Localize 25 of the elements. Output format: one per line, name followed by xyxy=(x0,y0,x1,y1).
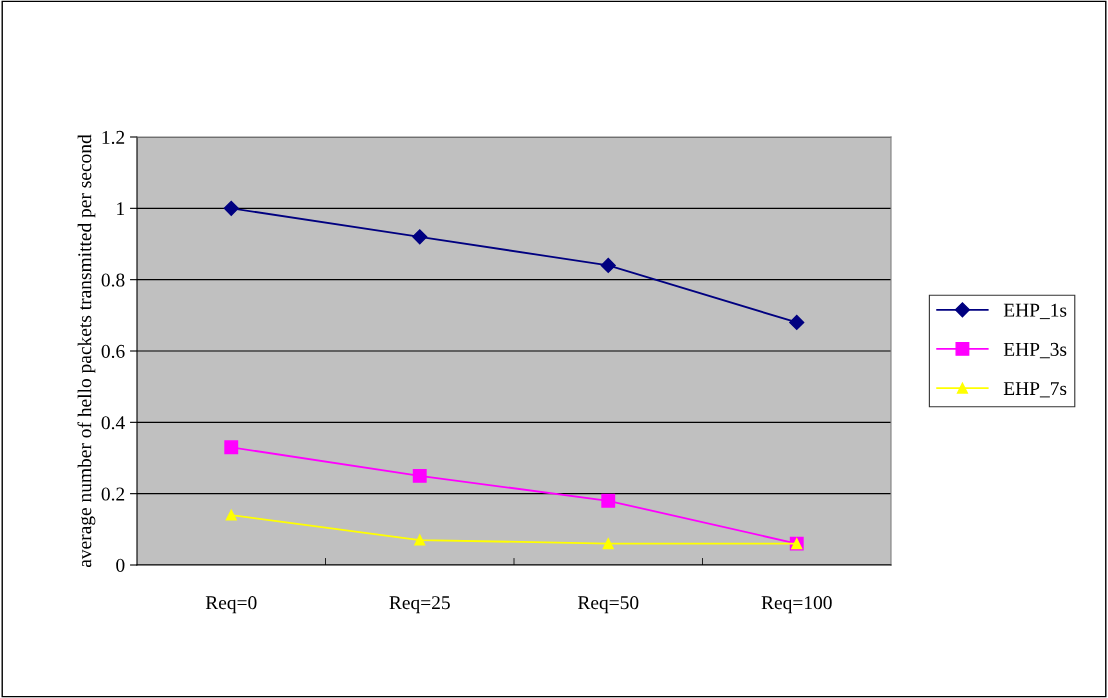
point xyxy=(600,257,616,273)
point xyxy=(412,468,427,483)
x-tick-label: Req=100 xyxy=(761,596,832,614)
point xyxy=(224,440,239,455)
y-tick-label: 0.6 xyxy=(101,344,125,359)
y-tick-label: 0.4 xyxy=(101,416,125,430)
point xyxy=(225,509,237,521)
x-tick-label: Req=25 xyxy=(389,596,450,614)
y-tick-label: 1.2 xyxy=(102,130,125,145)
legend-label: EHP_7s xyxy=(1003,382,1067,398)
point xyxy=(601,493,616,508)
legend-label: EHP_3s xyxy=(1003,342,1067,359)
y-axis-title: average number of hello packets transmitted per second xyxy=(77,134,96,568)
y-tick-label: 0 xyxy=(116,558,125,572)
x-tick-label: Req=0 xyxy=(205,596,257,614)
point xyxy=(412,229,428,245)
y-tick-label: 0.2 xyxy=(101,487,125,501)
point xyxy=(602,538,614,550)
point xyxy=(789,314,805,331)
y-tick-label: 0.8 xyxy=(101,273,125,287)
legend-label: EHP_1s xyxy=(1003,303,1067,320)
point xyxy=(414,534,426,546)
y-tick-label: 1 xyxy=(117,202,125,216)
x-tick-label: Req=50 xyxy=(577,596,639,614)
point xyxy=(223,200,239,216)
